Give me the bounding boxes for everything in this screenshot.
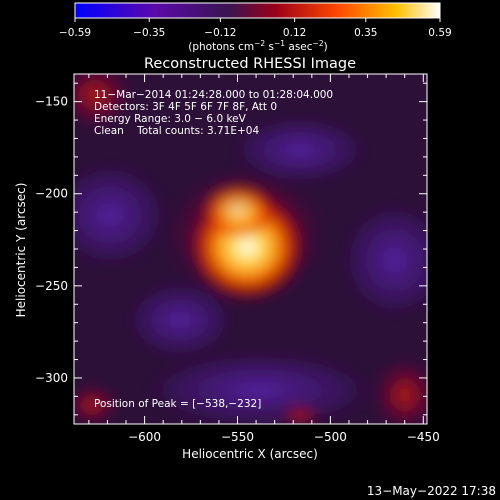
annotation-time-range: 11−Mar−2014 01:24:28.000 to 01:28:04.000: [94, 89, 333, 101]
x-tick-label: −450: [407, 430, 440, 444]
y-tick-label: −200: [35, 187, 68, 201]
colorbar: −0.59 −0.35 −0.12 0.12 0.35 0.59 (photons cm−…: [59, 2, 452, 53]
y-axis-label: Heliocentric Y (arcsec): [14, 183, 28, 318]
colorbar-ticks: −0.59 −0.35 −0.12 0.12 0.35 0.59: [59, 18, 452, 39]
x-axis-label: Heliocentric X (arcsec): [182, 447, 318, 461]
colorbar-gradient: [74, 2, 441, 19]
x-tick-label: −500: [314, 430, 347, 444]
annotation-energy-range: Energy Range: 3.0 − 6.0 keV: [94, 113, 247, 125]
colorbar-tick-label: 0.12: [283, 27, 306, 39]
annotation-detectors: Detectors: 3F 4F 5F 6F 7F 8F, Att 0: [94, 101, 277, 113]
y-axis: −150 −200 −250 −300: [35, 82, 427, 416]
x-tick-label: −550: [221, 430, 254, 444]
colorbar-tick-label: −0.35: [133, 27, 165, 39]
purple-haze-center: [125, 280, 235, 360]
annotation-peak-position: Position of Peak = [−538,−232]: [94, 398, 261, 410]
colorbar-tick-label: 0.35: [354, 27, 377, 39]
purple-haze-right: [340, 200, 427, 320]
red-corner-topleft: [74, 74, 135, 130]
x-tick-label: −600: [128, 430, 161, 444]
flare-source-upper: [200, 182, 276, 238]
x-axis: −600 −550 −500 −450: [88, 74, 440, 444]
colorbar-tick-label: 0.59: [428, 27, 451, 39]
colorbar-tick-label: −0.12: [204, 27, 236, 39]
purple-haze-left: [74, 160, 170, 270]
heatmap-image: [74, 74, 427, 424]
footer-date: 13−May−2022 17:38: [367, 484, 496, 498]
annotation-clean-counts: Clean Total counts: 3.71E+04: [94, 125, 259, 137]
y-tick-label: −300: [35, 371, 68, 385]
y-tick-label: −150: [35, 95, 68, 109]
y-tick-label: −250: [35, 279, 68, 293]
red-spot-bottomleft: [74, 383, 120, 424]
colorbar-units-label: (photons cm−2 s−1 asec−2): [188, 39, 327, 53]
red-corner-bottomright: [370, 355, 427, 424]
red-spot-lower: [275, 401, 325, 424]
colorbar-tick-label: −0.59: [59, 27, 91, 39]
purple-haze-bottom: [140, 350, 380, 424]
image-annotations: 11−Mar−2014 01:24:28.000 to 01:28:04.000…: [94, 89, 333, 410]
chart-title: Reconstructed RHESSI Image: [144, 56, 356, 72]
